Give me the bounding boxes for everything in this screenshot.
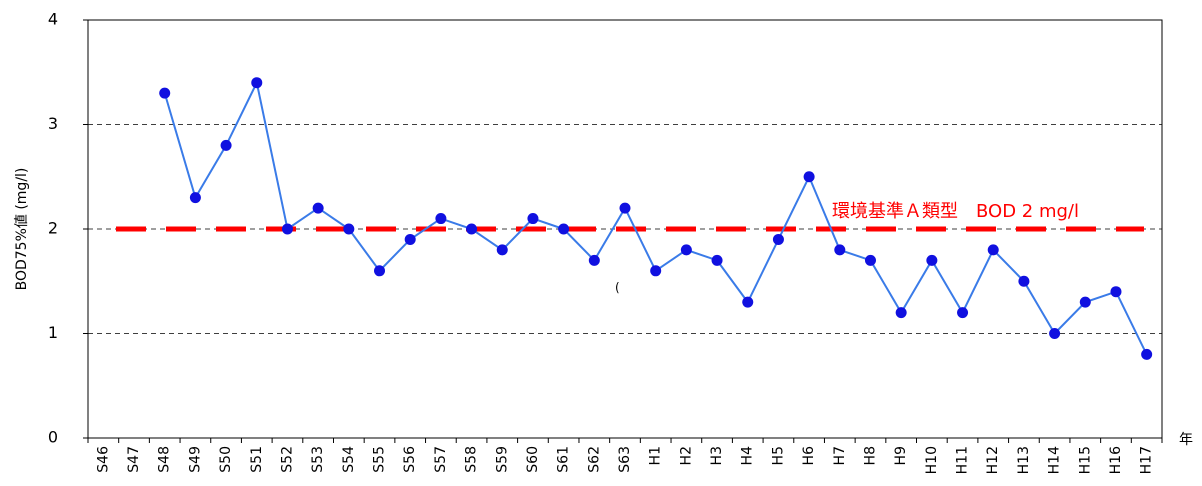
- y-tick-label: 2: [48, 219, 58, 238]
- data-point: [650, 265, 662, 277]
- x-tick-label: H15: [1077, 446, 1093, 474]
- data-point: [466, 223, 478, 235]
- x-tick-label: H3: [709, 446, 725, 465]
- data-point: [312, 202, 324, 214]
- data-point: [588, 254, 600, 266]
- data-point: [742, 296, 754, 308]
- x-tick-label: S52: [279, 446, 295, 473]
- data-point: [281, 223, 293, 235]
- x-tick-label: H4: [740, 446, 756, 466]
- x-tick-label: S48: [157, 446, 173, 473]
- data-point: [558, 223, 570, 235]
- x-tick-label: S49: [187, 446, 203, 473]
- x-tick-label: S62: [586, 446, 602, 473]
- data-point: [711, 254, 723, 266]
- data-point: [864, 254, 876, 266]
- x-axis-label: 年: [1179, 432, 1193, 448]
- data-point: [1018, 275, 1030, 287]
- x-tick-label: H8: [862, 446, 878, 465]
- data-point: [374, 265, 386, 277]
- data-point: [957, 307, 969, 319]
- x-tick-label: S56: [402, 446, 418, 473]
- x-tick-label: S50: [218, 446, 234, 473]
- x-tick-label: H14: [1047, 446, 1063, 474]
- x-tick-label: H13: [1016, 446, 1032, 474]
- data-point: [895, 307, 907, 319]
- x-tick-label: S46: [95, 446, 111, 473]
- x-tick-label: S57: [433, 446, 449, 473]
- stray-text: (: [615, 281, 620, 295]
- data-point: [343, 223, 355, 235]
- x-tick-label: H9: [893, 446, 909, 465]
- data-point: [1141, 348, 1153, 360]
- x-tick-label: S53: [310, 446, 326, 473]
- x-tick-label: S54: [341, 446, 357, 473]
- data-point: [251, 77, 263, 89]
- x-tick-label: H10: [924, 446, 940, 474]
- x-tick-label: H11: [955, 446, 971, 474]
- x-tick-label: S61: [556, 446, 572, 473]
- x-tick-label: H16: [1108, 446, 1124, 474]
- data-point: [987, 244, 999, 256]
- data-point: [1049, 328, 1061, 339]
- x-tick-label: S58: [464, 446, 480, 473]
- data-point: [772, 233, 784, 245]
- data-point: [834, 244, 846, 256]
- x-tick-label: H17: [1139, 446, 1155, 474]
- y-tick-label: 0: [48, 428, 58, 447]
- x-tick-label: H7: [832, 446, 848, 465]
- reference-label: 環境基準Ａ類型 BOD 2 mg/l: [832, 201, 1079, 222]
- x-tick-label: S59: [494, 446, 510, 473]
- x-tick-label: H5: [770, 446, 786, 465]
- data-point: [1110, 286, 1122, 298]
- x-tick-label: S51: [249, 446, 265, 473]
- y-tick-label: 4: [48, 10, 58, 29]
- x-tick-label: H2: [678, 446, 694, 465]
- x-tick-label: S63: [617, 446, 633, 473]
- y-tick-label: 1: [48, 323, 58, 342]
- data-point: [926, 254, 938, 266]
- data-point: [189, 192, 201, 204]
- data-point: [803, 171, 815, 183]
- x-tick-label: S55: [372, 446, 388, 473]
- data-point: [619, 202, 631, 214]
- data-point: [435, 213, 447, 225]
- x-tick-label: S47: [126, 446, 142, 473]
- data-point: [496, 244, 508, 256]
- x-tick-label: H12: [985, 446, 1001, 474]
- y-tick-label: 3: [48, 114, 58, 133]
- data-point: [159, 87, 171, 99]
- reference-label-bg: [828, 199, 1146, 223]
- x-tick-label: H1: [648, 446, 664, 465]
- data-point: [220, 139, 232, 151]
- data-point: [527, 213, 539, 225]
- x-tick-label: H6: [801, 446, 817, 466]
- data-point: [1079, 296, 1091, 308]
- data-point: [680, 244, 692, 256]
- y-axis-label: BOD75%値 (mg/l): [14, 168, 30, 291]
- data-point: [404, 233, 416, 245]
- x-tick-label: S60: [525, 446, 541, 473]
